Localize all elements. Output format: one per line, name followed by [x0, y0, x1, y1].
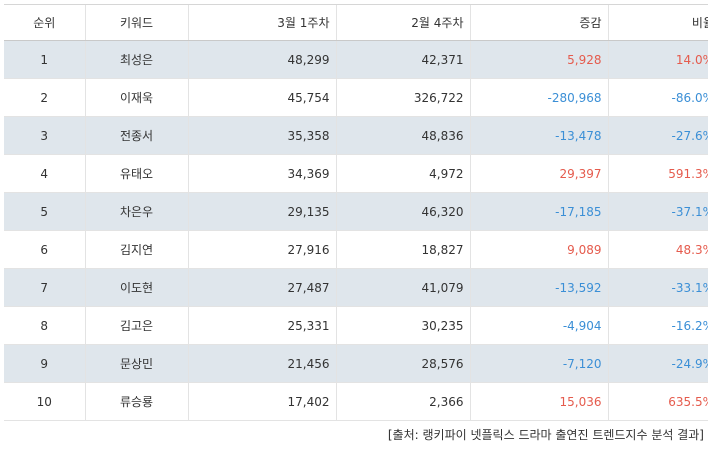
cell-rank: 9	[4, 344, 85, 383]
cell-keyword: 류승룡	[84, 382, 188, 421]
table-body: 1최성은48,29942,3715,92814.0%2이재욱45,754326,…	[4, 40, 708, 421]
header-ratio: 비율	[607, 4, 708, 41]
cell-rank: 7	[4, 268, 85, 307]
cell-feb-week4: 4,972	[335, 154, 470, 193]
cell-keyword: 문상민	[84, 344, 188, 383]
cell-keyword: 김지연	[84, 230, 188, 269]
cell-ratio: 48.3%	[607, 230, 708, 269]
cell-feb-week4: 46,320	[335, 192, 470, 231]
cell-mar-week1: 48,299	[187, 40, 336, 79]
header-rank: 순위	[4, 4, 85, 41]
cell-ratio: 635.5%	[607, 382, 708, 421]
cell-change: -17,185	[469, 192, 608, 231]
cell-ratio: -16.2%	[607, 306, 708, 345]
cell-ratio: -37.1%	[607, 192, 708, 231]
cell-change: 29,397	[469, 154, 608, 193]
header-feb-week4: 2월 4주차	[335, 4, 470, 41]
cell-mar-week1: 21,456	[187, 344, 336, 383]
cell-change: 15,036	[469, 382, 608, 421]
cell-rank: 2	[4, 78, 85, 117]
cell-rank: 8	[4, 306, 85, 345]
cell-feb-week4: 30,235	[335, 306, 470, 345]
cell-ratio: -24.9%	[607, 344, 708, 383]
cell-keyword: 이도현	[84, 268, 188, 307]
cell-keyword: 전종서	[84, 116, 188, 155]
cell-rank: 3	[4, 116, 85, 155]
cell-change: -13,478	[469, 116, 608, 155]
cell-change: -280,968	[469, 78, 608, 117]
cell-rank: 4	[4, 154, 85, 193]
ranking-table: 순위 키워드 3월 1주차 2월 4주차 증감 비율 1최성은48,29942,…	[4, 4, 708, 421]
cell-keyword: 최성은	[84, 40, 188, 79]
cell-feb-week4: 48,836	[335, 116, 470, 155]
cell-ratio: -27.6%	[607, 116, 708, 155]
cell-feb-week4: 18,827	[335, 230, 470, 269]
cell-rank: 5	[4, 192, 85, 231]
cell-mar-week1: 17,402	[187, 382, 336, 421]
cell-rank: 1	[4, 40, 85, 79]
cell-mar-week1: 35,358	[187, 116, 336, 155]
cell-keyword: 김고은	[84, 306, 188, 345]
cell-ratio: -33.1%	[607, 268, 708, 307]
header-mar-week1: 3월 1주차	[187, 4, 336, 41]
source-note: [출처: 랭키파이 넷플릭스 드라마 출연진 트렌드지수 분석 결과]	[387, 428, 704, 442]
cell-change: -7,120	[469, 344, 608, 383]
cell-keyword: 차은우	[84, 192, 188, 231]
cell-feb-week4: 41,079	[335, 268, 470, 307]
table-header-row: 순위 키워드 3월 1주차 2월 4주차 증감 비율	[4, 4, 708, 41]
cell-ratio: -86.0%	[607, 78, 708, 117]
ranking-table-container: 순위 키워드 3월 1주차 2월 4주차 증감 비율 1최성은48,29942,…	[4, 4, 708, 421]
cell-ratio: 591.3%	[607, 154, 708, 193]
cell-mar-week1: 34,369	[187, 154, 336, 193]
cell-mar-week1: 45,754	[187, 78, 336, 117]
cell-feb-week4: 326,722	[335, 78, 470, 117]
cell-feb-week4: 28,576	[335, 344, 470, 383]
cell-mar-week1: 29,135	[187, 192, 336, 231]
cell-mar-week1: 25,331	[187, 306, 336, 345]
header-change: 증감	[469, 4, 608, 41]
cell-mar-week1: 27,487	[187, 268, 336, 307]
cell-feb-week4: 42,371	[335, 40, 470, 79]
cell-keyword: 유태오	[84, 154, 188, 193]
cell-change: -4,904	[469, 306, 608, 345]
cell-keyword: 이재욱	[84, 78, 188, 117]
cell-rank: 6	[4, 230, 85, 269]
cell-change: -13,592	[469, 268, 608, 307]
cell-change: 5,928	[469, 40, 608, 79]
cell-ratio: 14.0%	[607, 40, 708, 79]
cell-feb-week4: 2,366	[335, 382, 470, 421]
header-keyword: 키워드	[84, 4, 188, 41]
cell-rank: 10	[4, 382, 85, 421]
cell-mar-week1: 27,916	[187, 230, 336, 269]
cell-change: 9,089	[469, 230, 608, 269]
